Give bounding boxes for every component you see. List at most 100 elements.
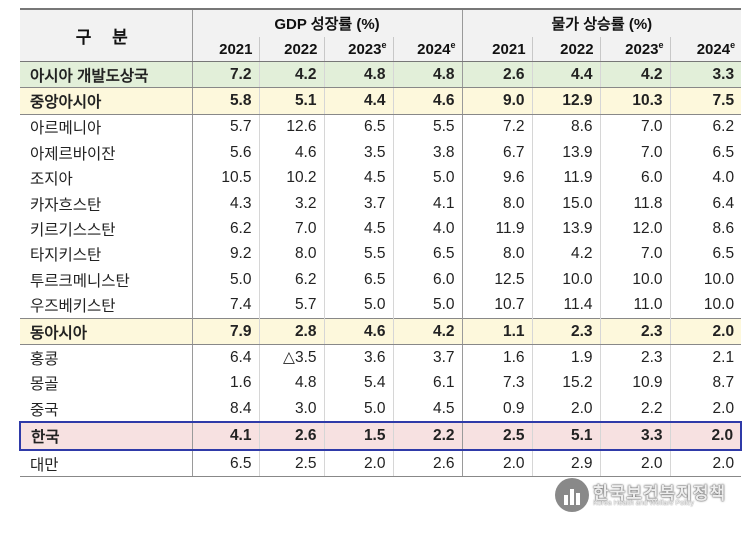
cpi-value: 2.9 bbox=[531, 449, 601, 478]
country-name: 중국 bbox=[30, 401, 59, 419]
gdp-value: 4.4 bbox=[323, 87, 393, 115]
country-name: 키르기스스탄 bbox=[30, 222, 116, 240]
table-row: 몽골 1.6 4.8 5.4 6.1 7.3 15.2 10.9 8.7 bbox=[20, 370, 742, 397]
gdp-value: 5.0 bbox=[323, 292, 393, 319]
cpi-value: 6.4 bbox=[669, 190, 742, 217]
gdp-value: 2.8 bbox=[258, 317, 324, 346]
gdp-value: 4.1 bbox=[392, 190, 463, 217]
gdp-value: 6.2 bbox=[191, 216, 259, 242]
cpi-value: 13.9 bbox=[531, 216, 601, 242]
cpi-year-header: 2023e bbox=[599, 37, 671, 62]
cpi-year-header: 2022 bbox=[531, 37, 601, 62]
gdp-value: 1.5 bbox=[323, 421, 393, 451]
watermark-text: 한국보건복지정책 bbox=[593, 484, 727, 503]
gdp-value: 7.0 bbox=[258, 216, 324, 242]
cpi-value: 2.0 bbox=[669, 421, 743, 451]
estimate-mark: e bbox=[730, 40, 736, 50]
year-label: 2022 bbox=[560, 40, 594, 58]
cpi-value: 5.1 bbox=[531, 421, 601, 451]
gdp-value: 5.8 bbox=[191, 87, 259, 115]
cpi-value: 6.5 bbox=[669, 140, 742, 166]
cpi-value: 4.4 bbox=[531, 60, 601, 89]
country-name: 대만 bbox=[20, 449, 192, 478]
cpi-value: 1.9 bbox=[531, 344, 601, 371]
gdp-value: 3.6 bbox=[323, 344, 393, 371]
gdp-value: 3.7 bbox=[323, 190, 393, 217]
gdp-value: 2.2 bbox=[392, 421, 463, 451]
cpi-value: 9.6 bbox=[461, 165, 533, 191]
gdp-value: 6.1 bbox=[392, 370, 463, 397]
cpi-value: 2.3 bbox=[599, 344, 671, 371]
gdp-value: 5.0 bbox=[392, 165, 463, 191]
year-label: 2024 bbox=[696, 41, 731, 58]
cpi-value: 0.9 bbox=[461, 396, 533, 423]
country-name: 몽골 bbox=[30, 376, 59, 394]
cpi-value: 10.0 bbox=[669, 267, 742, 293]
gdp-value: 4.0 bbox=[392, 216, 463, 242]
cpi-value: 8.6 bbox=[531, 114, 601, 141]
country-name: 한국 bbox=[19, 421, 192, 451]
gdp-value: 5.7 bbox=[258, 292, 324, 319]
gdp-value: 10.2 bbox=[258, 165, 324, 191]
cpi-value: 15.2 bbox=[531, 370, 601, 397]
gdp-value: 4.6 bbox=[323, 317, 393, 346]
cpi-value: 8.0 bbox=[461, 241, 533, 268]
gdp-value: 7.4 bbox=[191, 292, 259, 319]
country-name: 투르크메니스탄 bbox=[30, 272, 130, 290]
gdp-value: 5.4 bbox=[323, 370, 393, 397]
gdp-year-header: 2021 bbox=[191, 37, 259, 62]
cpi-value: 6.7 bbox=[461, 140, 533, 166]
cpi-value: 12.5 bbox=[461, 267, 533, 293]
gdp-value: 2.6 bbox=[392, 449, 463, 478]
gdp-value: 4.6 bbox=[392, 87, 463, 115]
cpi-value: 11.8 bbox=[599, 190, 671, 217]
cpi-value: 7.3 bbox=[461, 370, 533, 397]
cpi-value: 8.0 bbox=[461, 190, 533, 217]
gdp-value: 5.0 bbox=[323, 396, 393, 423]
gdp-year-header: 2024e bbox=[392, 37, 463, 62]
gdp-value: 3.7 bbox=[392, 344, 463, 371]
gdp-value: 2.0 bbox=[323, 449, 393, 478]
cpi-value: 7.0 bbox=[599, 114, 671, 141]
table-row: 카자흐스탄 4.3 3.2 3.7 4.1 8.0 15.0 11.8 6.4 bbox=[20, 190, 742, 217]
cpi-value: 10.0 bbox=[531, 267, 601, 293]
cpi-value: 4.2 bbox=[531, 241, 601, 268]
watermark-subtext: Korea Health and Welfare Policy bbox=[593, 500, 695, 507]
cpi-value: 4.0 bbox=[669, 165, 742, 191]
cpi-value: 15.0 bbox=[531, 190, 601, 217]
cpi-value: 2.0 bbox=[599, 449, 671, 478]
estimate-mark: e bbox=[381, 40, 387, 50]
cpi-value: 10.0 bbox=[669, 292, 742, 319]
header-row-years: 2021 2022 2023e 2024e 2021 2022 2023e 2024e bbox=[20, 37, 742, 62]
gdp-value: 5.0 bbox=[392, 292, 463, 319]
gdp-year-header: 2023e bbox=[323, 37, 393, 62]
gdp-value: 3.2 bbox=[258, 190, 324, 217]
year-label: 2021 bbox=[219, 40, 253, 58]
gdp-value: 2.5 bbox=[258, 449, 324, 478]
cpi-value: 2.2 bbox=[599, 396, 671, 423]
country-name: 조지아 bbox=[30, 171, 73, 189]
gdp-value: 3.8 bbox=[392, 140, 463, 166]
cpi-value: 1.6 bbox=[461, 344, 533, 371]
cpi-year-header: 2021 bbox=[461, 37, 533, 62]
table-row: 동아시아 7.9 2.8 4.6 4.2 1.1 2.3 2.3 2.0 bbox=[20, 317, 742, 346]
year-label: 2024 bbox=[417, 41, 451, 58]
cpi-value: 4.2 bbox=[599, 60, 671, 89]
cpi-value: 11.9 bbox=[461, 216, 533, 242]
cpi-value: 6.0 bbox=[599, 165, 671, 191]
cpi-value: 7.0 bbox=[599, 140, 671, 166]
gdp-value: 3.5 bbox=[323, 140, 393, 166]
header-row-groups: 구 분 GDP 성장률 (%) 물가 상승률 (%) bbox=[20, 8, 742, 62]
gdp-value: 7.9 bbox=[191, 317, 259, 346]
cpi-value: 2.3 bbox=[531, 317, 601, 346]
table-row: 키르기스스탄 6.2 7.0 4.5 4.0 11.9 13.9 12.0 8.6 bbox=[20, 216, 742, 242]
cpi-value: 8.7 bbox=[669, 370, 742, 397]
country-name: 아제르바이잔 bbox=[30, 145, 116, 163]
gdp-value: 4.5 bbox=[323, 216, 393, 242]
gdp-value: 7.2 bbox=[191, 60, 259, 89]
cpi-value: 7.5 bbox=[669, 87, 742, 115]
cpi-group-header: 물가 상승률 (%) bbox=[461, 8, 742, 37]
gdp-value: 12.6 bbox=[258, 114, 324, 141]
cpi-value: 2.0 bbox=[531, 396, 601, 423]
gdp-value: 2.6 bbox=[258, 421, 324, 451]
